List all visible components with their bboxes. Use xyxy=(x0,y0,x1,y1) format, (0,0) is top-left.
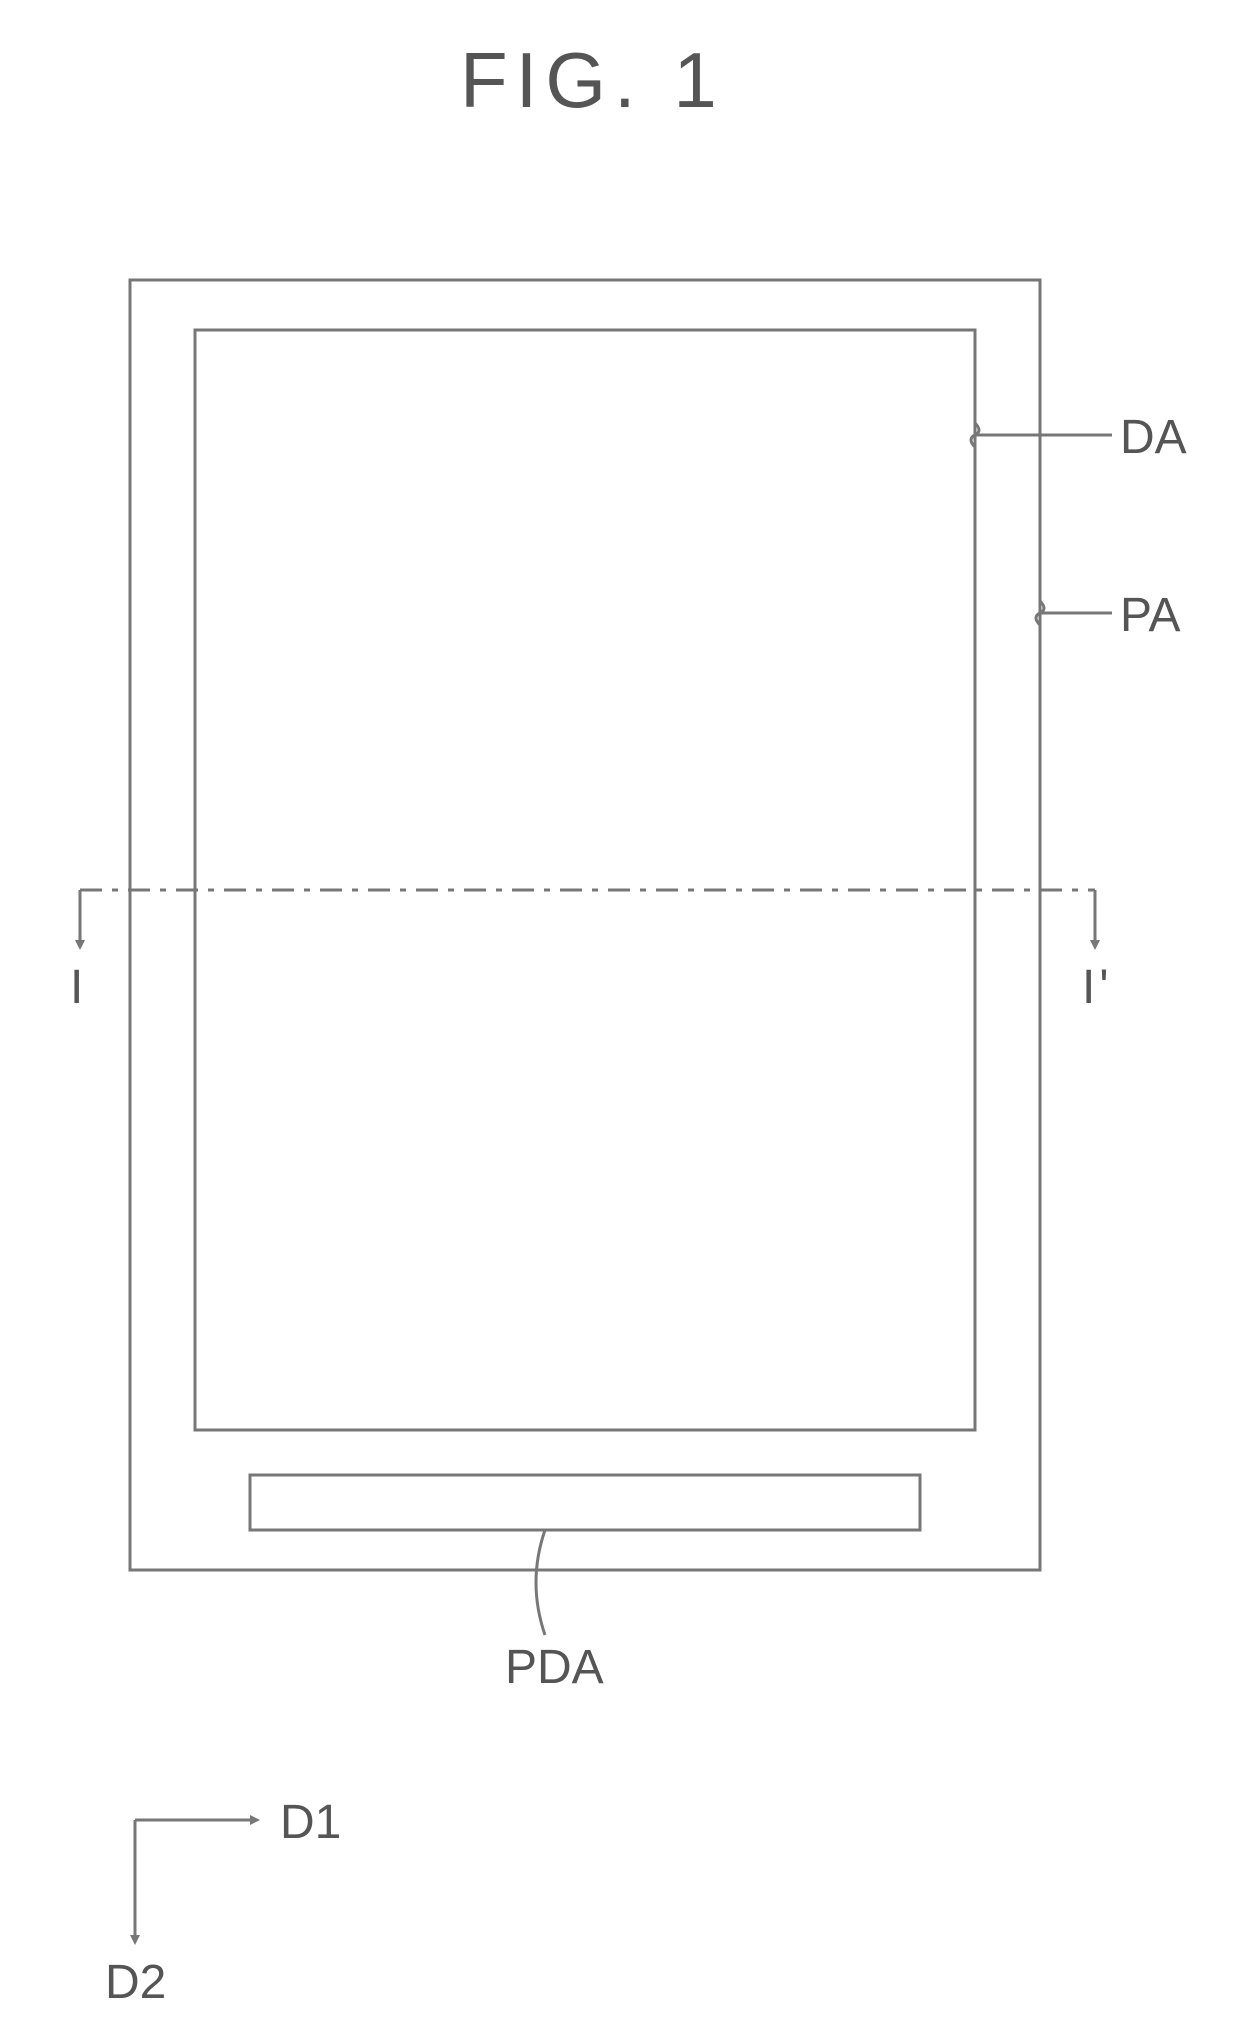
figure-svg xyxy=(0,0,1240,2018)
inner-rect xyxy=(195,330,975,1430)
label-d1: D1 xyxy=(280,1795,341,1850)
pda-leader xyxy=(536,1530,545,1635)
label-da: DA xyxy=(1120,410,1187,465)
pda-rect xyxy=(250,1475,920,1530)
label-section-right: I' xyxy=(1082,960,1113,1015)
outer-rect xyxy=(130,280,1040,1570)
label-section-left: I xyxy=(70,960,83,1015)
label-d2: D2 xyxy=(105,1955,166,2010)
label-pda: PDA xyxy=(505,1640,604,1695)
label-pa: PA xyxy=(1120,588,1180,643)
figure-container: FIG. 1 DA PA PDA I I' D1 D2 xyxy=(0,0,1240,2018)
